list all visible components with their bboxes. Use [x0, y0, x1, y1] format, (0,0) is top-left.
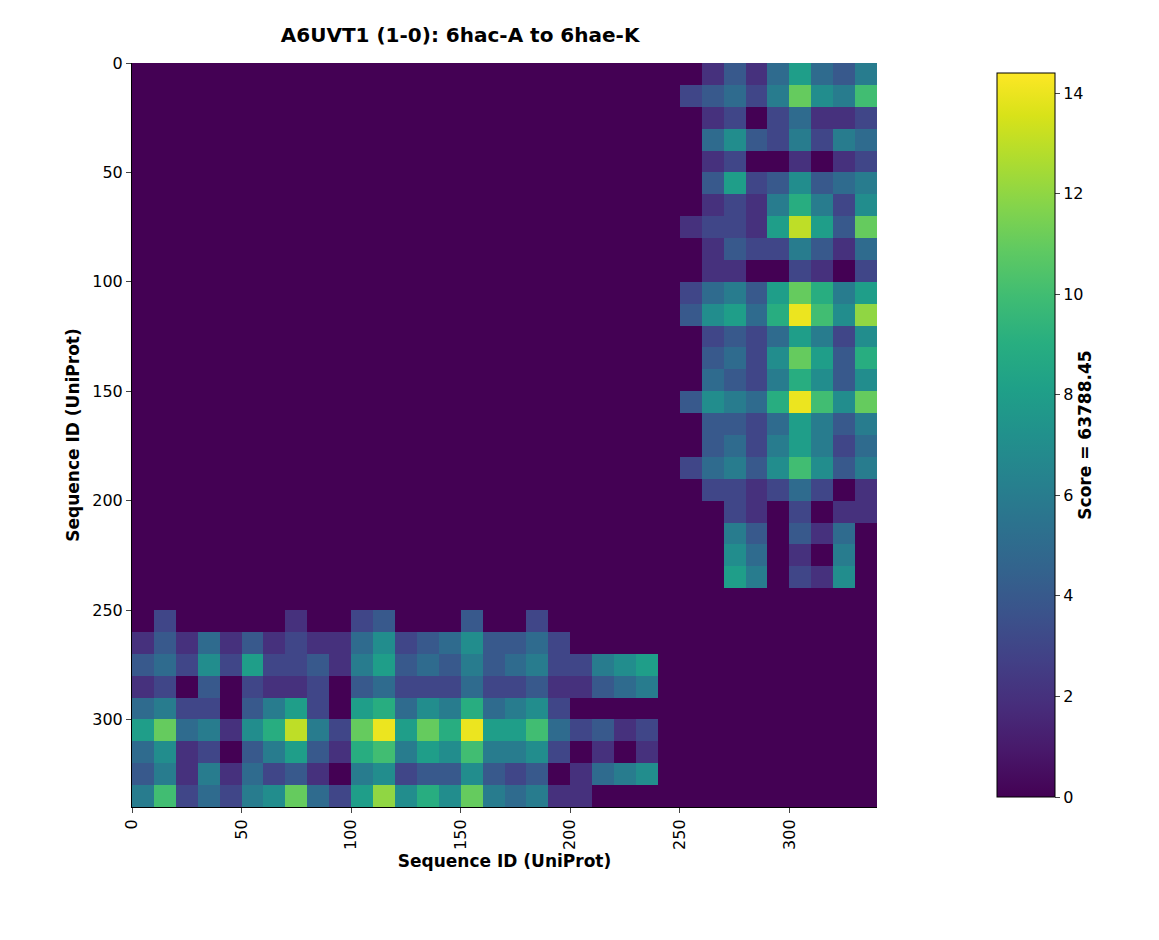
- svg-text:100: 100: [92, 272, 123, 291]
- svg-text:4: 4: [1063, 586, 1073, 605]
- svg-text:Sequence ID (UniProt): Sequence ID (UniProt): [398, 851, 611, 871]
- svg-text:Score = 63788.45: Score = 63788.45: [1075, 350, 1095, 519]
- svg-text:0: 0: [122, 819, 141, 829]
- svg-text:Sequence ID (UniProt): Sequence ID (UniProt): [63, 328, 83, 541]
- svg-text:100: 100: [341, 819, 360, 850]
- svg-text:2: 2: [1063, 687, 1073, 706]
- svg-text:250: 250: [670, 819, 689, 850]
- svg-text:300: 300: [92, 710, 123, 729]
- svg-text:A6UVT1 (1-0): 6hac-A to 6hae-K: A6UVT1 (1-0): 6hac-A to 6hae-K: [281, 23, 641, 47]
- svg-text:50: 50: [232, 819, 251, 839]
- svg-text:8: 8: [1063, 385, 1073, 404]
- svg-text:200: 200: [560, 819, 579, 850]
- svg-text:200: 200: [92, 491, 123, 510]
- svg-text:300: 300: [780, 819, 799, 850]
- svg-text:250: 250: [92, 601, 123, 620]
- svg-text:12: 12: [1063, 184, 1083, 203]
- svg-text:0: 0: [1063, 788, 1073, 807]
- svg-text:50: 50: [102, 163, 122, 182]
- svg-text:10: 10: [1063, 285, 1083, 304]
- svg-text:14: 14: [1063, 84, 1083, 103]
- svg-text:6: 6: [1063, 486, 1073, 505]
- svg-text:150: 150: [451, 819, 470, 850]
- svg-text:0: 0: [113, 54, 123, 73]
- svg-text:150: 150: [92, 382, 123, 401]
